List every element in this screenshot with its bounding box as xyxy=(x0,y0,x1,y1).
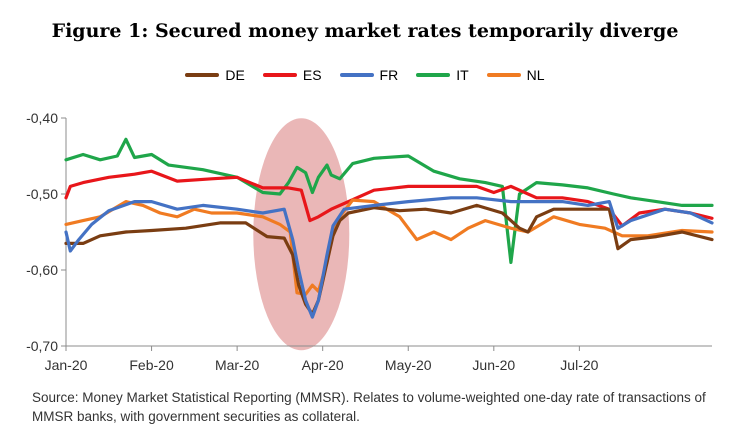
x-tick-label: Jan-20 xyxy=(45,357,88,373)
x-tick-label: Mar-20 xyxy=(215,357,260,373)
line-chart: -0,40 -0,50 -0,60 -0,70 Jan-20 Feb-20 Mar-20 Ap… xyxy=(26,110,714,373)
series-line-fr xyxy=(64,196,714,319)
legend-swatch xyxy=(339,73,374,77)
chart-legend: DE ES FR IT NL xyxy=(0,67,730,83)
legend-label: NL xyxy=(526,67,545,83)
chart-title: Figure 1: Secured money market rates tem… xyxy=(51,20,679,42)
source-note: Source: Money Market Statistical Reporti… xyxy=(32,390,706,424)
legend-item-it: IT xyxy=(416,67,469,83)
x-tick-label: May-20 xyxy=(385,357,432,373)
y-tick-label: -0,50 xyxy=(26,186,58,202)
legend-swatch xyxy=(185,73,220,77)
series-line-it xyxy=(64,137,714,264)
legend-label: FR xyxy=(379,67,399,83)
y-tick-label: -0,70 xyxy=(26,338,58,354)
series-line-de xyxy=(64,203,714,316)
legend-item-nl: NL xyxy=(486,67,545,83)
legend-item-de: DE xyxy=(185,67,245,83)
y-tick-label: -0,40 xyxy=(26,110,58,126)
x-tick-label: Jul-20 xyxy=(560,357,598,373)
y-tick-label: -0,60 xyxy=(26,262,58,278)
legend-swatch xyxy=(416,73,451,77)
x-tick-label: Jun-20 xyxy=(472,357,515,373)
legend-swatch xyxy=(262,73,297,77)
x-tick-label: Apr-20 xyxy=(302,357,344,373)
legend-item-fr: FR xyxy=(339,67,399,83)
legend-label: DE xyxy=(225,67,245,83)
legend-swatch xyxy=(486,73,521,77)
highlight-ellipse xyxy=(253,118,350,351)
legend-label: ES xyxy=(302,67,322,83)
legend-item-es: ES xyxy=(262,67,322,83)
legend-label: IT xyxy=(456,67,469,83)
x-tick-label: Feb-20 xyxy=(129,357,174,373)
